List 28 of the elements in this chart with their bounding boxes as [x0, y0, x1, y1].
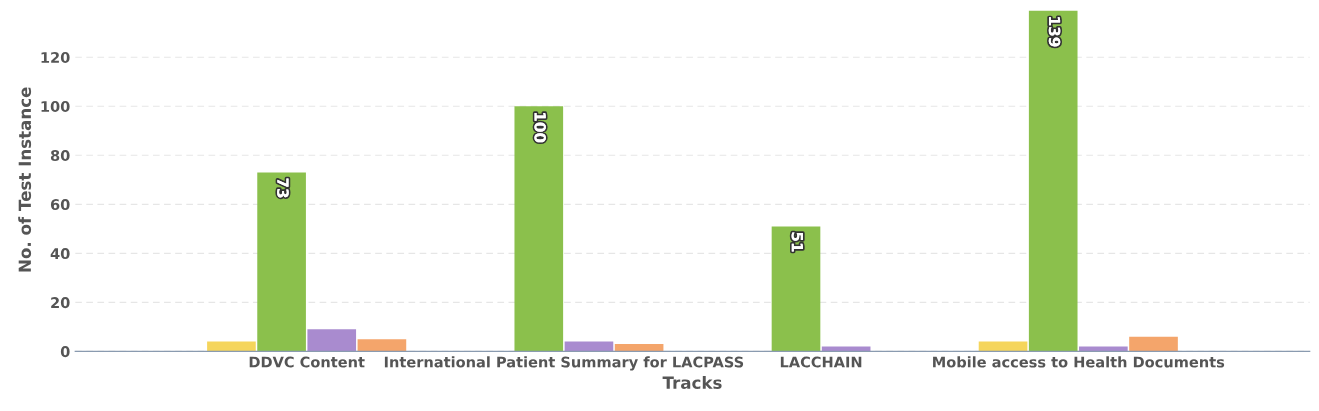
- bar: [1129, 336, 1178, 352]
- bar: [257, 172, 306, 352]
- data-label: 73: [277, 178, 289, 198]
- bar: [978, 341, 1028, 352]
- data-label: 139: [1048, 17, 1061, 47]
- y-tick-label: 80: [50, 150, 70, 162]
- bar: [614, 344, 664, 352]
- data-label: 100: [534, 112, 546, 143]
- x-tick-label: LACCHAIN: [780, 356, 862, 368]
- data-label: 51: [791, 232, 803, 252]
- bar: [564, 341, 614, 352]
- x-tick-label: International Patient Summary for LACPASS: [384, 356, 744, 371]
- bar: [307, 329, 357, 352]
- y-tick-label: 40: [50, 248, 70, 260]
- y-axis-title: No. of Test Instance: [18, 87, 32, 272]
- y-tick-label: 0: [60, 346, 70, 358]
- y-tick-label: 60: [50, 199, 70, 211]
- bar: [1028, 10, 1078, 352]
- x-tick-label: Mobile access to Health Documents: [933, 356, 1225, 368]
- bar: [207, 341, 256, 352]
- bar: [357, 339, 407, 352]
- y-tick-label: 20: [51, 297, 70, 309]
- y-tick-label: 100: [41, 100, 70, 113]
- bar: [514, 106, 564, 352]
- bar: [771, 226, 821, 352]
- x-axis-title: Tracks: [662, 376, 722, 389]
- x-tick-label: DDVC Content: [249, 356, 365, 368]
- y-tick-label: 120: [41, 51, 70, 63]
